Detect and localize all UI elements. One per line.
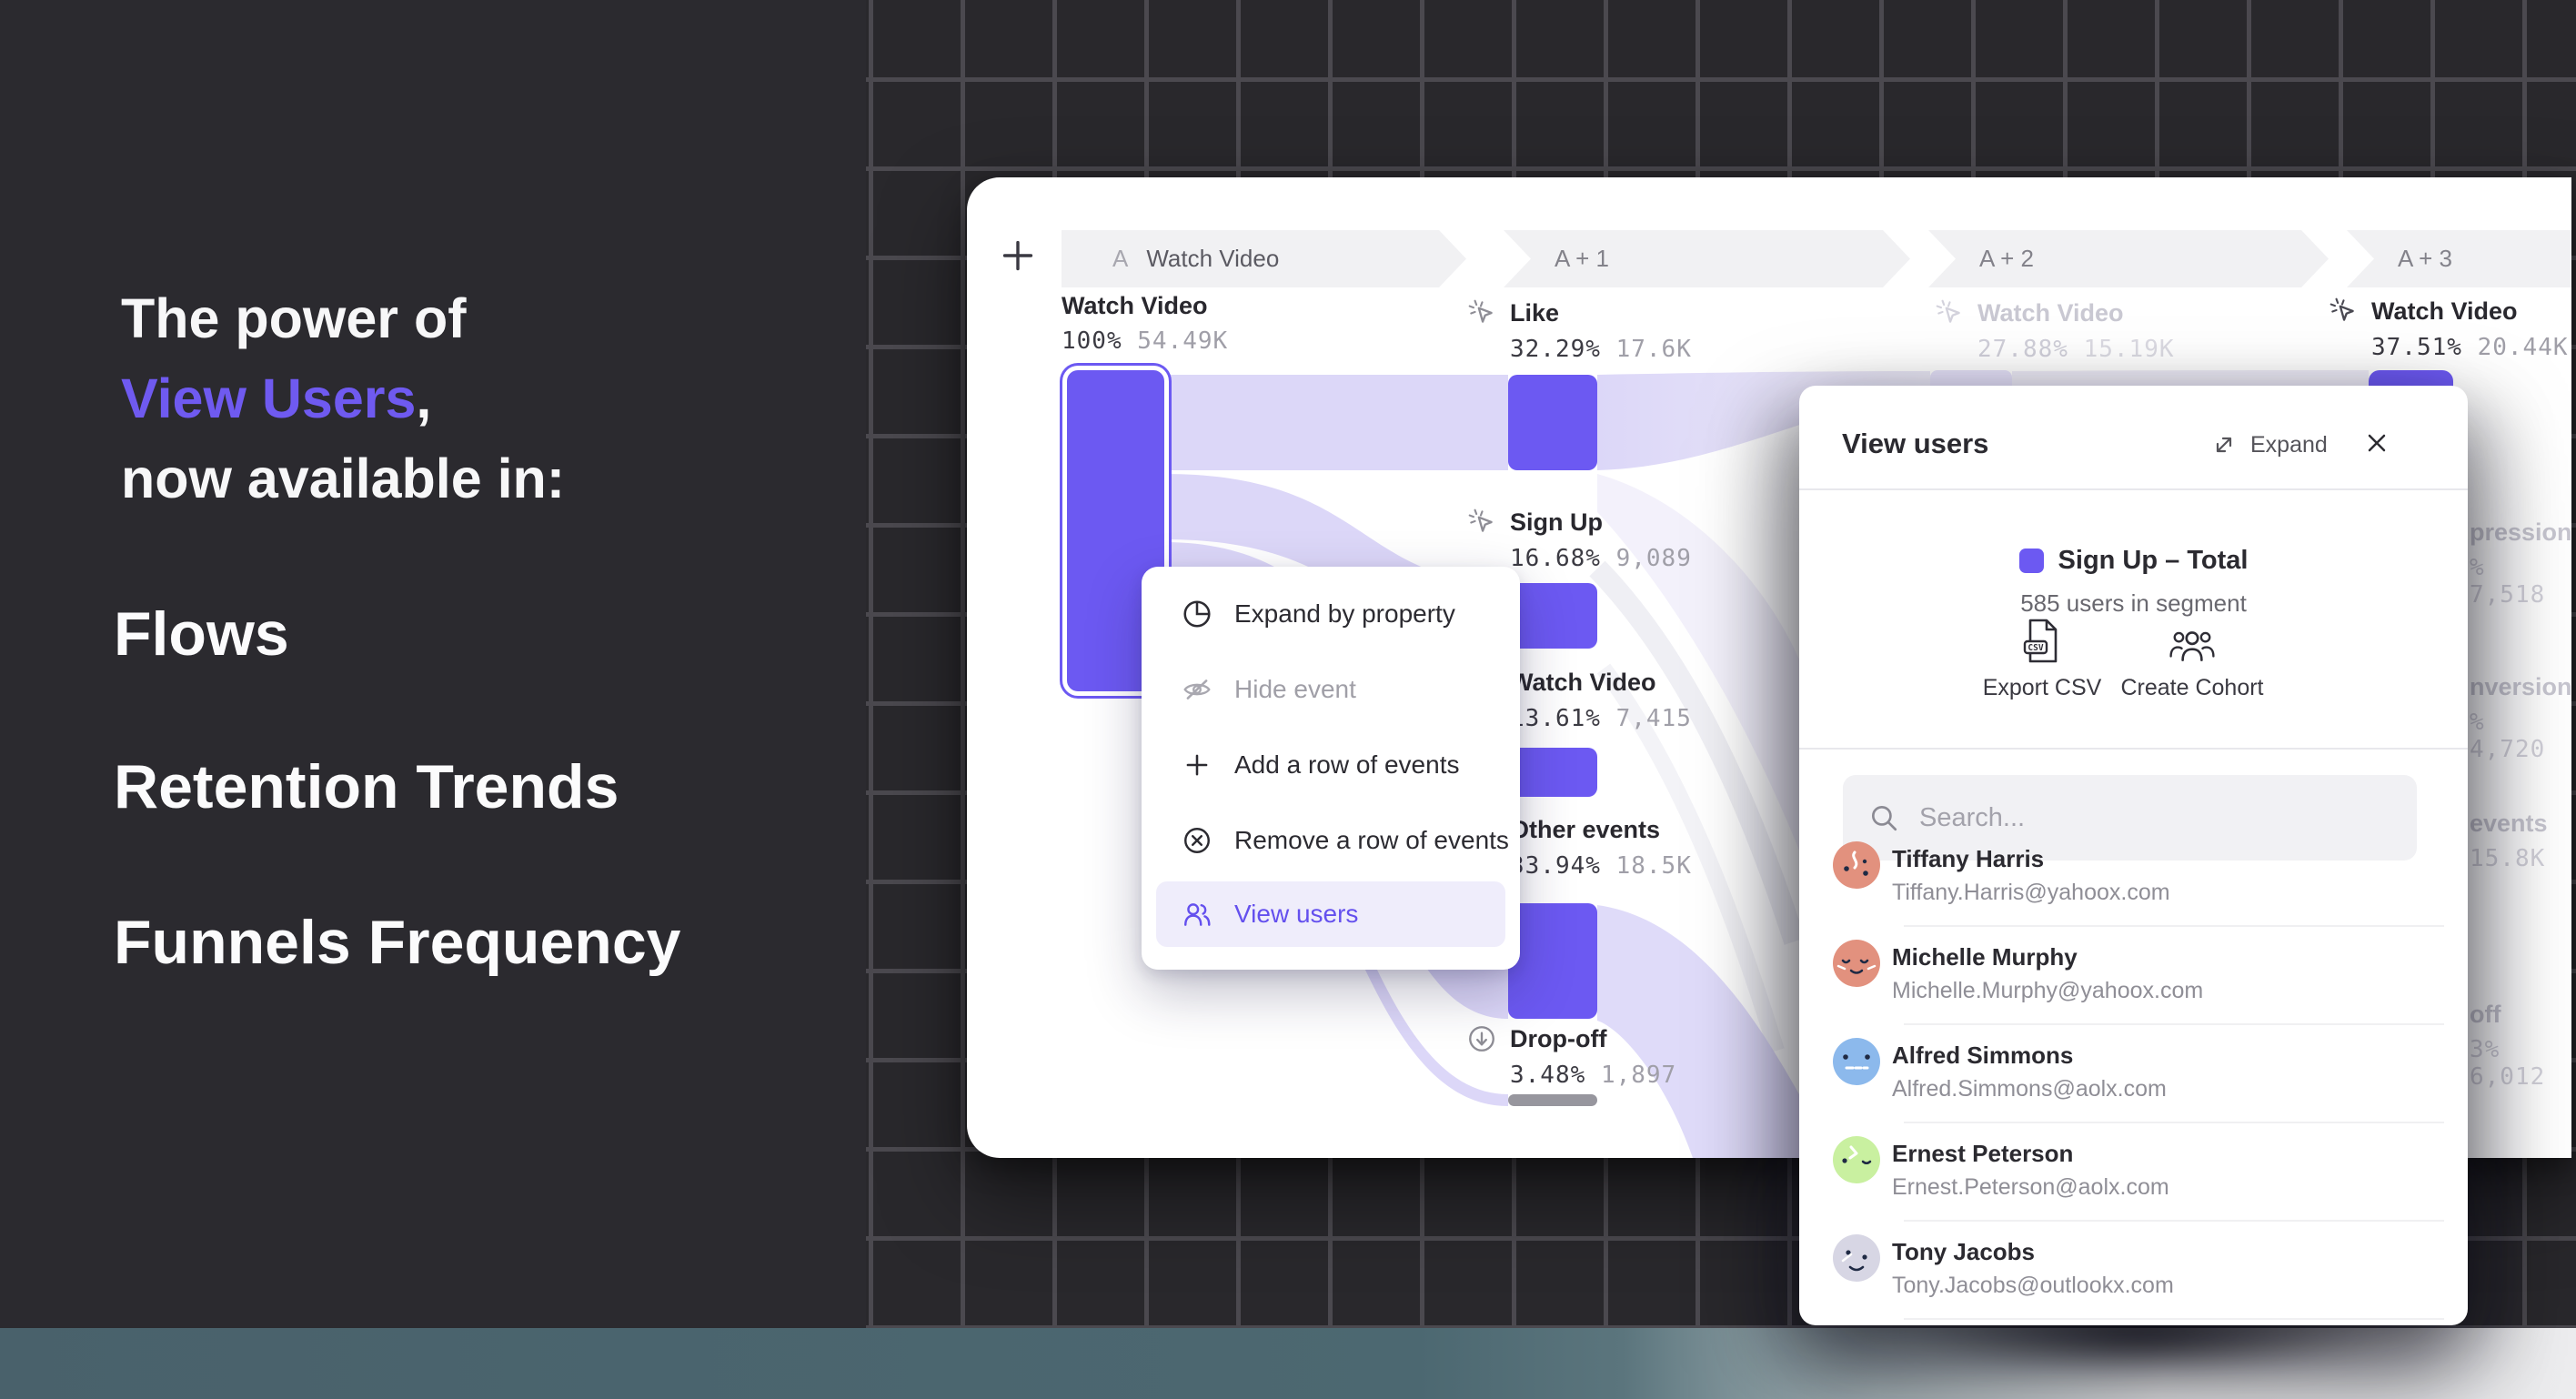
row-divider bbox=[1904, 1220, 2444, 1222]
svg-text:CSV: CSV bbox=[2028, 643, 2043, 653]
avatar bbox=[1833, 940, 1880, 987]
menu-item-remove-row-of-events[interactable]: Remove a row of events bbox=[1142, 802, 1520, 878]
segment-legend: Sign Up – Total bbox=[1799, 546, 2468, 576]
row-divider bbox=[1904, 1318, 2444, 1320]
view-users-modal: View users Expand Sign Up – Total 585 us… bbox=[1799, 386, 2468, 1325]
circle-arrow-down-icon bbox=[1466, 1023, 1497, 1054]
step-label-drop-off[interactable]: Drop-off 3.48% 1,897 bbox=[1466, 1023, 1676, 1089]
step-label-sign-up[interactable]: Sign Up 16.68% 9,089 bbox=[1466, 507, 1692, 572]
cursor-click-icon bbox=[1934, 297, 1965, 328]
menu-item-hide-event[interactable]: Hide event bbox=[1142, 651, 1520, 727]
clipped-label-conversion: nversion % 4,720 bbox=[2470, 673, 2571, 763]
modal-divider bbox=[1799, 488, 2468, 490]
menu-item-add-row-of-events[interactable]: Add a row of events bbox=[1142, 727, 1520, 802]
user-row-ernest-peterson[interactable]: Ernest Peterson Ernest.Peterson@aolx.com bbox=[1799, 1123, 2468, 1222]
avatar bbox=[1833, 841, 1880, 889]
close-icon bbox=[2363, 429, 2390, 457]
legend-label: Sign Up – Total bbox=[2058, 546, 2249, 575]
segment-count: 585 users in segment bbox=[2020, 589, 2247, 617]
cursor-click-icon bbox=[2328, 296, 2359, 327]
create-cohort-button[interactable]: Create Cohort bbox=[2092, 615, 2292, 701]
step-banner-a1[interactable]: A + 1 bbox=[1504, 230, 1910, 287]
add-step-button[interactable] bbox=[992, 230, 1043, 281]
step-label-watch-video-a3[interactable]: Watch Video 37.51% 20.44K bbox=[2328, 296, 2569, 361]
plus-icon bbox=[1182, 750, 1213, 780]
hero-comma: , bbox=[416, 367, 432, 429]
step-label-watch-video-a[interactable]: Watch Video 100% 54.49K bbox=[1062, 292, 1229, 355]
funnel-bar-drop-off[interactable] bbox=[1508, 1094, 1597, 1106]
cursor-click-icon bbox=[1466, 297, 1497, 328]
step-label-watch-video-b[interactable]: Watch Video 13.61% 7,415 bbox=[1466, 667, 1692, 732]
funnel-bar-other-events[interactable] bbox=[1508, 903, 1597, 1019]
clipped-label-drop-off: off 3% 6,012 bbox=[2470, 1001, 2546, 1091]
user-row-alfred-simmons[interactable]: Alfred Simmons Alfred.Simmons@aolx.com bbox=[1799, 1025, 2468, 1123]
funnel-bar-sign-up[interactable] bbox=[1508, 583, 1597, 649]
eye-slash-icon bbox=[1182, 674, 1213, 705]
legend-swatch bbox=[2018, 549, 2044, 573]
search-icon bbox=[1868, 802, 1899, 833]
two-people-icon bbox=[1182, 899, 1213, 930]
step-banner-prefix: A bbox=[1112, 245, 1129, 272]
people-group-icon bbox=[2168, 615, 2216, 666]
menu-item-expand-by-property[interactable]: Expand by property bbox=[1142, 576, 1520, 651]
avatar bbox=[1833, 1136, 1880, 1183]
add-step-icon bbox=[999, 237, 1037, 275]
hero-highlight: View Users bbox=[121, 367, 417, 429]
row-divider bbox=[1904, 1122, 2444, 1123]
modal-divider bbox=[1799, 748, 2468, 750]
step-label-other-events[interactable]: Other events 33.94% 18.5K bbox=[1466, 814, 1692, 880]
row-divider bbox=[1904, 1023, 2444, 1025]
step-banner-a3[interactable]: A + 3 bbox=[2347, 230, 2571, 287]
export-csv-button[interactable]: CSV Export CSV bbox=[1942, 615, 2142, 701]
user-search bbox=[1843, 775, 2417, 861]
hero-item-funnels-frequency: Funnels Frequency bbox=[114, 908, 681, 977]
modal-title: View users bbox=[1842, 428, 1989, 459]
hero-item-retention-trends: Retention Trends bbox=[114, 752, 619, 821]
expand-button[interactable]: Expand bbox=[2210, 431, 2328, 458]
hero-line2: View Users, bbox=[121, 358, 565, 438]
step-label-like[interactable]: Like 32.29% 17.6K bbox=[1466, 297, 1692, 363]
hero-title: The power of View Users, now available i… bbox=[121, 278, 565, 518]
csv-file-icon: CSV bbox=[2021, 615, 2063, 666]
hero-line3: now available in: bbox=[121, 448, 566, 509]
row-divider bbox=[1904, 925, 2444, 927]
close-button[interactable] bbox=[2363, 429, 2390, 457]
cursor-click-icon bbox=[1466, 507, 1497, 538]
event-context-menu: Expand by property Hide event Add a row … bbox=[1142, 567, 1520, 970]
circle-x-icon bbox=[1182, 825, 1213, 856]
user-row-tiffany-harris[interactable]: Tiffany Harris Tiffany.Harris@yahoox.com bbox=[1799, 829, 2468, 927]
avatar bbox=[1833, 1234, 1880, 1282]
funnel-bar-like[interactable] bbox=[1508, 375, 1597, 470]
step-banner-a[interactable]: A Watch Video bbox=[1062, 230, 1466, 287]
circle-quadrant-icon bbox=[1182, 599, 1213, 629]
search-input[interactable] bbox=[1919, 802, 2392, 833]
step-label-watch-video-a2[interactable]: Watch Video 27.88% 15.19K bbox=[1934, 297, 2175, 363]
avatar bbox=[1833, 1038, 1880, 1085]
menu-item-view-users[interactable]: View users bbox=[1156, 881, 1505, 947]
user-row-tony-jacobs[interactable]: Tony Jacobs Tony.Jacobs@outlookx.com bbox=[1799, 1222, 2468, 1320]
user-row-michelle-murphy[interactable]: Michelle Murphy Michelle.Murphy@yahoox.c… bbox=[1799, 927, 2468, 1025]
hero-item-flows: Flows bbox=[114, 599, 289, 669]
hero-line1: The power of bbox=[121, 287, 467, 349]
funnel-bar-watch-video-b[interactable] bbox=[1508, 748, 1597, 797]
clipped-label-impression: pression % 7,518 bbox=[2470, 518, 2571, 609]
step-banner-a2[interactable]: A + 2 bbox=[1928, 230, 2329, 287]
diagonal-arrows-icon bbox=[2210, 431, 2238, 458]
clipped-label-other-events: events 15.8K bbox=[2470, 810, 2548, 872]
